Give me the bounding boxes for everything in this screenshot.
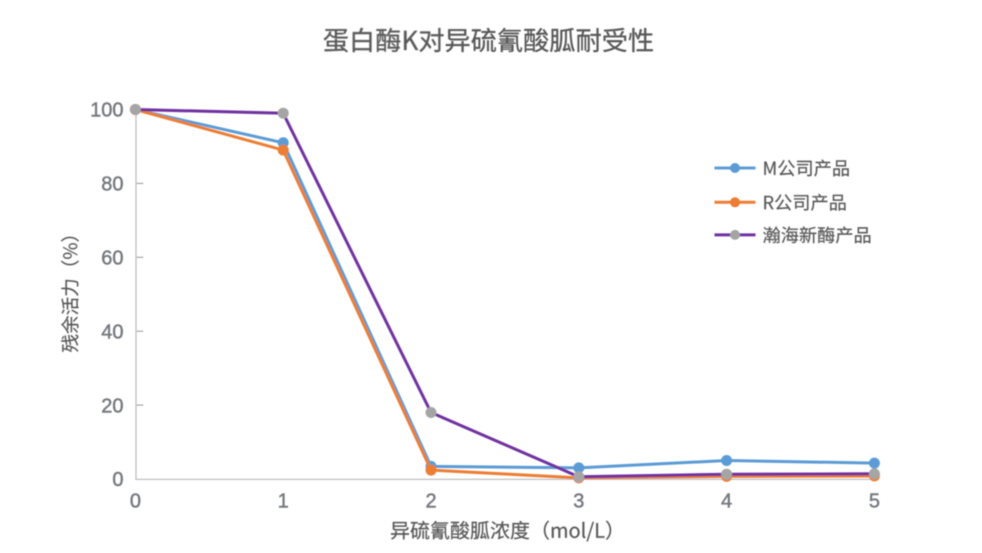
svg-text:4: 4	[721, 490, 732, 512]
svg-text:1: 1	[278, 490, 289, 512]
svg-text:0: 0	[112, 469, 123, 491]
svg-text:40: 40	[101, 321, 123, 343]
svg-text:80: 80	[101, 174, 123, 196]
svg-text:2: 2	[425, 490, 436, 512]
svg-text:60: 60	[101, 248, 123, 270]
svg-text:100: 100	[90, 100, 123, 122]
svg-text:5: 5	[869, 490, 880, 512]
svg-text:0: 0	[130, 490, 141, 512]
svg-text:20: 20	[101, 395, 123, 417]
svg-text:3: 3	[573, 490, 584, 512]
